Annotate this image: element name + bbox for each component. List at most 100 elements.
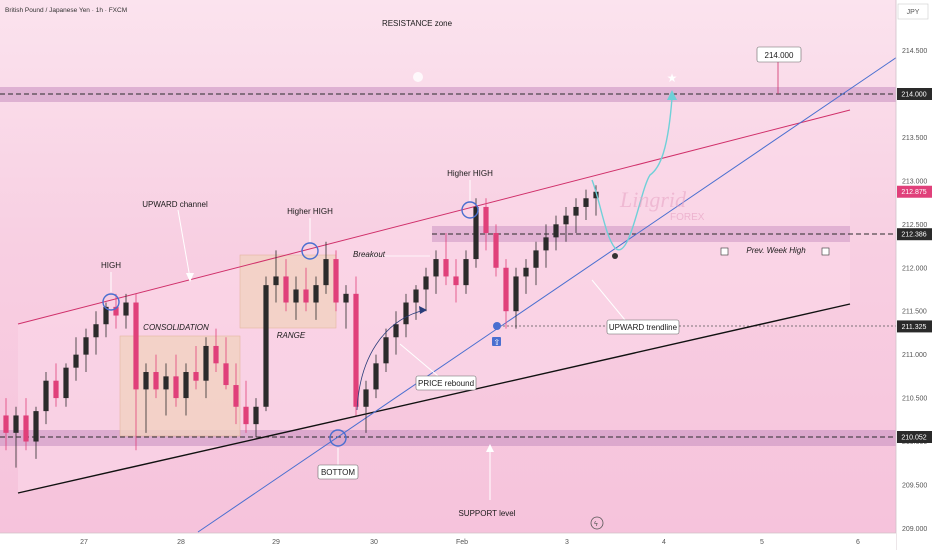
candle-body (253, 406, 259, 425)
rebound-pointer (399, 343, 439, 377)
watermark-sub: FOREX (670, 212, 705, 223)
price-level-label: 212.875 (901, 189, 926, 196)
candle-body (263, 285, 269, 407)
up-arrow-icon: ⇧ (494, 338, 501, 347)
checkbox-icon-right (821, 247, 830, 256)
prev-week-high-label: Prev. Week High (746, 246, 806, 255)
candle-body (303, 289, 309, 303)
candle-body (113, 306, 119, 316)
candle-body (63, 367, 69, 399)
candle-body (453, 276, 459, 286)
candle-body (163, 376, 169, 390)
price-axis[interactable] (896, 0, 932, 550)
candle-body (143, 372, 149, 390)
higher-high-circle-1 (301, 242, 319, 260)
trendline-pointer (591, 279, 626, 321)
candle-body (23, 415, 29, 442)
candle-body (543, 237, 549, 251)
currency-label: JPY (907, 9, 920, 16)
candle-body (203, 345, 209, 381)
candle-body (423, 276, 429, 290)
higher-high-label-1: Higher HIGH (287, 207, 333, 216)
candle-body (153, 372, 159, 390)
candle-body (483, 206, 489, 234)
eye-icon (612, 253, 618, 259)
y-tick-label: 211.500 (902, 309, 927, 316)
symbol-title: British Pound / Japanese Yen · 1h · FXCM (5, 7, 127, 14)
candle-body (573, 206, 579, 216)
candle-body (403, 302, 409, 325)
low-marker (493, 322, 501, 330)
candle-body (13, 415, 19, 433)
y-tick-label: 212.500 (902, 222, 927, 229)
y-tick-label: 211.000 (902, 352, 927, 359)
rebound-arrowhead (419, 306, 427, 314)
currency-badge[interactable] (897, 3, 929, 20)
consolidation-label: CONSOLIDATION (143, 323, 209, 332)
price-level-badge (897, 185, 932, 198)
candle-body (583, 198, 589, 207)
price-level-badge (897, 431, 932, 443)
candle-body (493, 233, 499, 268)
higher-high-circle-2 (461, 201, 479, 219)
lightning-glyph: ϟ (594, 521, 598, 528)
watermark-logo: Lingrid (619, 187, 687, 212)
channel-pointer (177, 209, 191, 279)
y-tick-label: 212.000 (902, 265, 927, 272)
rebound-label: PRICE rebound (418, 379, 474, 388)
candle-body (133, 302, 139, 390)
candles-group (3, 185, 599, 468)
candle-body (373, 363, 379, 390)
x-tick-label: Feb (456, 539, 468, 546)
x-tick-label: 30 (370, 539, 378, 546)
candle-body (343, 293, 349, 303)
x-tick-label: 27 (80, 539, 88, 546)
price-level-label: 210.052 (901, 435, 926, 442)
price-level-badges: 214.000 212.875 212.386 211.325 210.052 (897, 88, 932, 443)
support-label: SUPPORT level (458, 509, 515, 518)
x-tick-label: 6 (856, 539, 860, 546)
breakout-label: Breakout (353, 250, 386, 259)
candle-body (363, 389, 369, 407)
candle-body (223, 363, 229, 386)
candle-body (323, 259, 329, 286)
candle-body (413, 289, 419, 303)
x-tick-label: 3 (565, 539, 569, 546)
x-tick-label: 5 (760, 539, 764, 546)
event-icon (413, 72, 423, 82)
price-level-label: 214.000 (901, 92, 926, 99)
candle-body (333, 259, 339, 303)
candle-body (3, 415, 9, 433)
candle-body (293, 289, 299, 303)
candle-body (353, 293, 359, 407)
candle-body (533, 250, 539, 268)
y-tick-label: 213.000 (902, 178, 927, 185)
candle-body (553, 224, 559, 238)
rebound-box (415, 375, 477, 391)
candle-body (73, 354, 79, 368)
price-level-badge (897, 320, 932, 333)
candle-body (283, 276, 289, 303)
star-icon: ★ (667, 71, 678, 85)
candle-body (523, 267, 529, 277)
candle-body (233, 385, 239, 407)
consolidation-box (119, 335, 241, 437)
candle-body (43, 380, 49, 412)
checkbox-icon-left (720, 247, 729, 256)
time-axis[interactable] (0, 533, 896, 550)
channel-lower-line (17, 303, 851, 494)
x-tick-label: 4 (662, 539, 666, 546)
candle-body (463, 259, 469, 286)
candle-body (433, 259, 439, 277)
candle-body (173, 376, 179, 399)
support-pointer-head (486, 444, 494, 452)
candle-body (183, 372, 189, 399)
candle-body (103, 306, 109, 325)
high-label: HIGH (101, 261, 121, 270)
upward-trendline (197, 54, 901, 533)
range-label: RANGE (277, 331, 306, 340)
candle-body (393, 324, 399, 338)
channel-upper-line (17, 109, 851, 325)
